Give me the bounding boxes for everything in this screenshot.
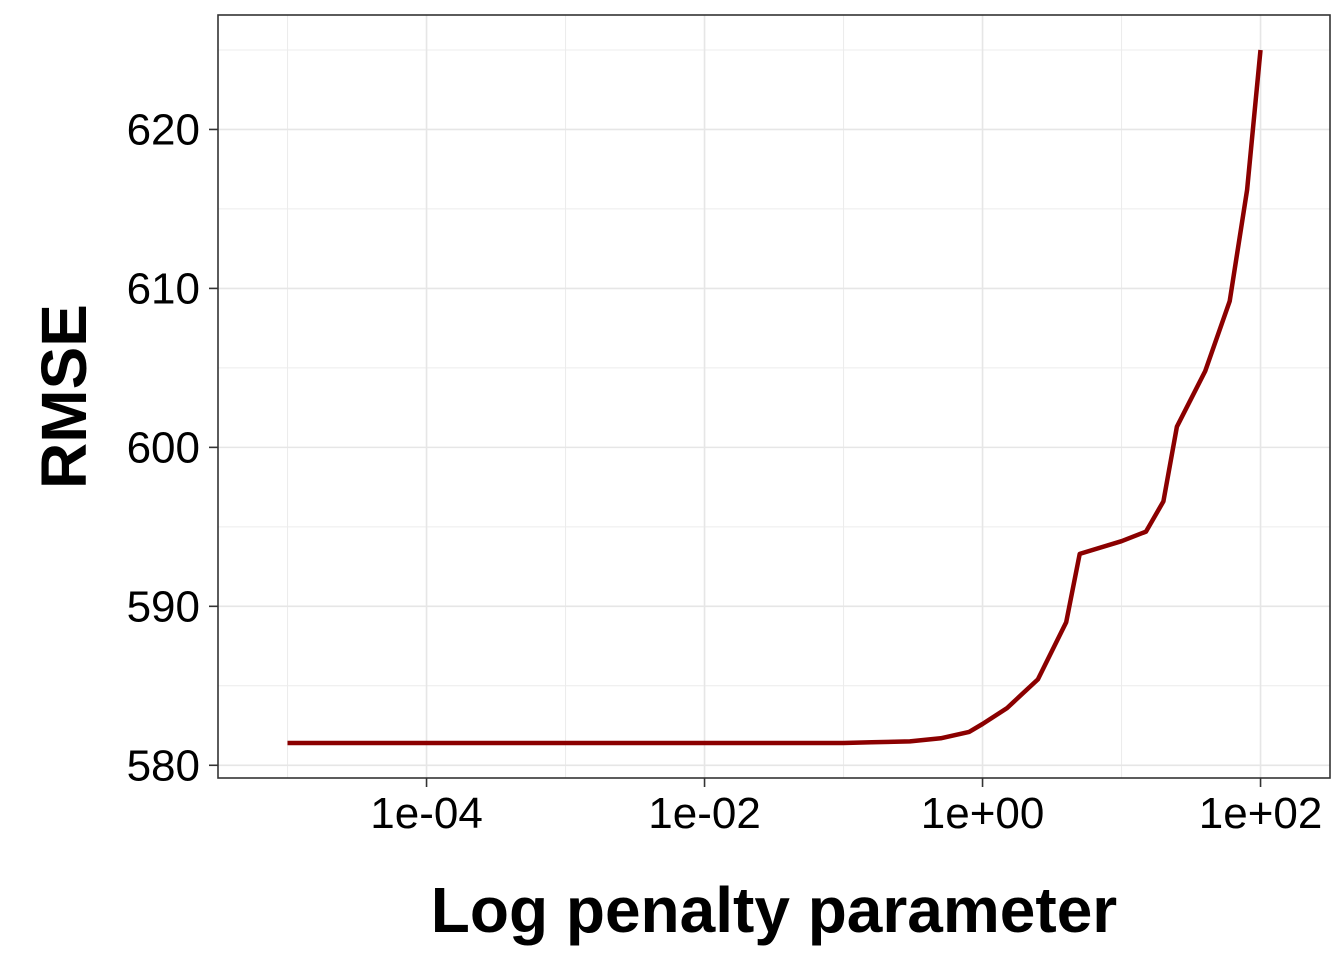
y-tick-label: 580 bbox=[127, 741, 200, 790]
plot-panel-border bbox=[217, 14, 1331, 779]
x-tick-label: 1e+02 bbox=[1199, 789, 1323, 838]
rmse-series-line bbox=[287, 49, 1263, 746]
y-axis-title: RMSE bbox=[28, 304, 100, 489]
x-tick-label: 1e-04 bbox=[370, 789, 483, 838]
y-axis: 580 590 600 610 620 bbox=[127, 105, 218, 790]
x-axis: 1e-04 1e-02 1e+00 1e+02 bbox=[370, 778, 1322, 838]
y-tick-label: 620 bbox=[127, 105, 200, 154]
x-tick-label: 1e-02 bbox=[648, 789, 761, 838]
series-layer bbox=[287, 49, 1263, 746]
x-axis-title: Log penalty parameter bbox=[431, 874, 1117, 946]
y-tick-label: 610 bbox=[127, 264, 200, 313]
x-tick-label: 1e+00 bbox=[921, 789, 1045, 838]
y-tick-label: 590 bbox=[127, 582, 200, 631]
y-tick-label: 600 bbox=[127, 423, 200, 472]
minor-gridlines bbox=[218, 15, 1330, 778]
major-gridlines bbox=[218, 15, 1330, 778]
